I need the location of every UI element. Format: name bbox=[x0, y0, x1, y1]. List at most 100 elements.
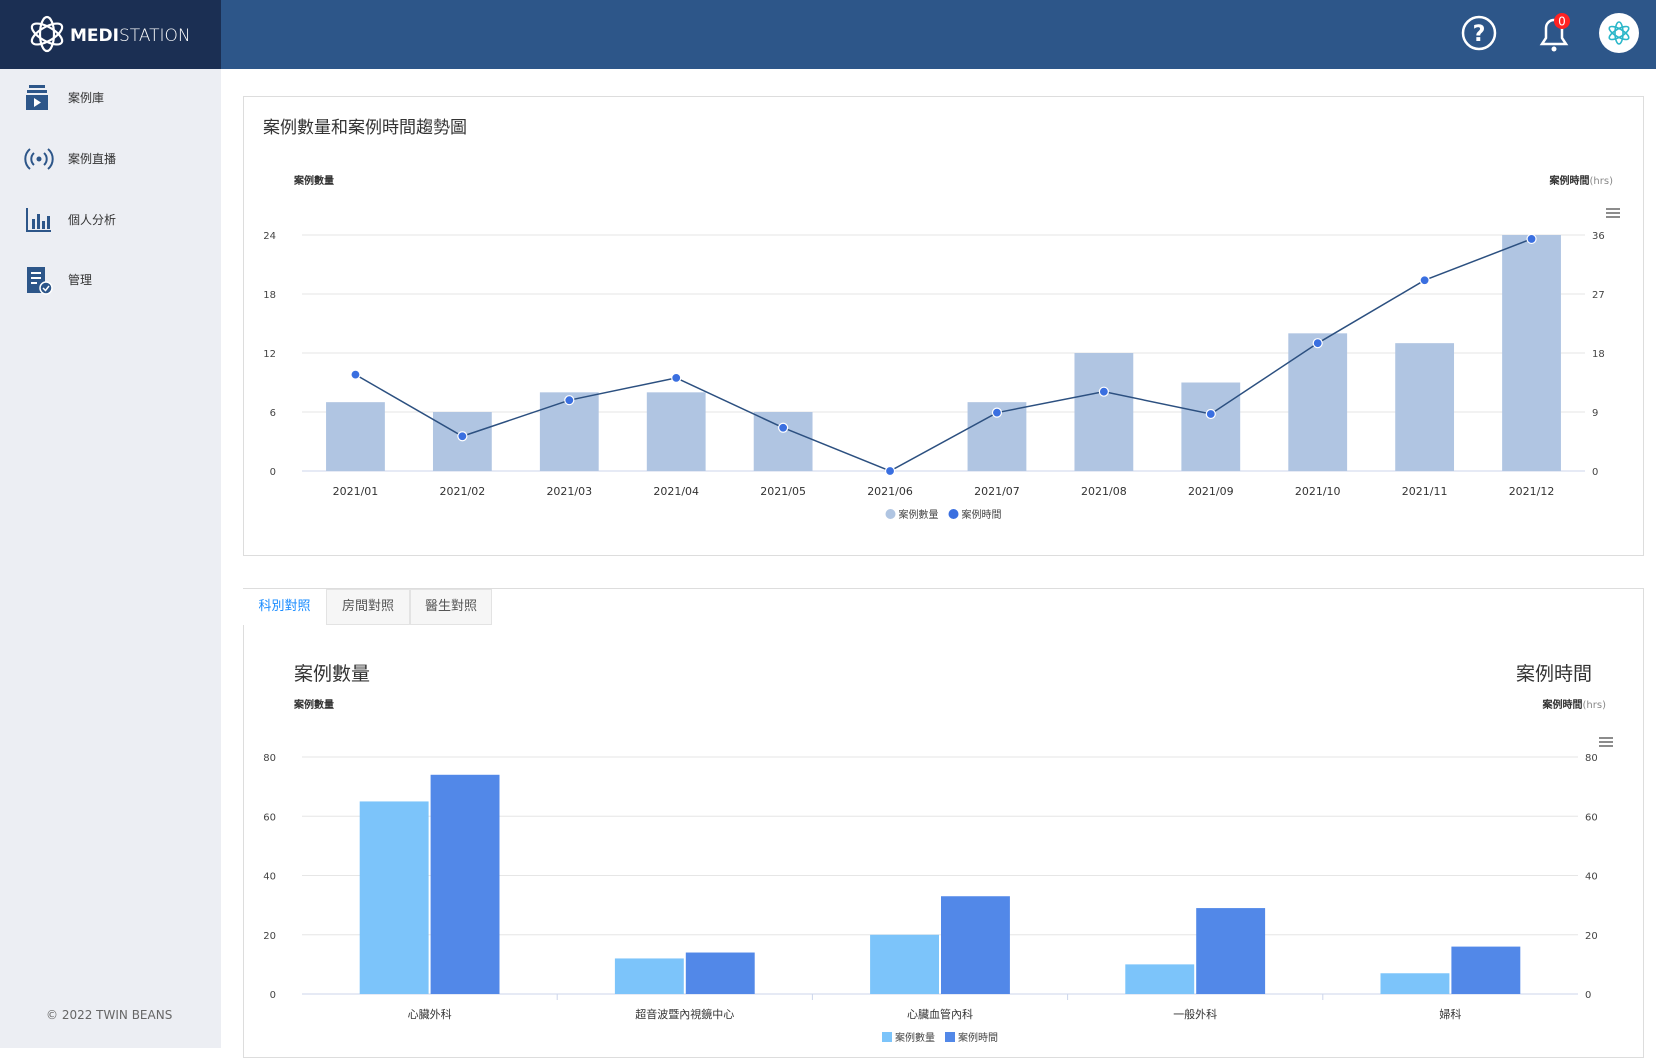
y2-axis-title: 案例時間(hrs) bbox=[1542, 698, 1607, 711]
logo-icon bbox=[30, 15, 64, 53]
bar bbox=[941, 896, 1010, 994]
legend-marker bbox=[882, 1032, 892, 1042]
y2-tick-label: 9 bbox=[1592, 408, 1598, 419]
line-marker bbox=[1419, 275, 1430, 286]
legend-item[interactable]: 案例數量 bbox=[882, 1031, 935, 1044]
chart-title: 案例數量 bbox=[294, 663, 370, 685]
y-tick-label: 80 bbox=[263, 753, 276, 764]
x-tick-label: 2021/03 bbox=[546, 485, 592, 498]
y-tick-label: 6 bbox=[270, 408, 276, 419]
legend-item[interactable]: 案例時間 bbox=[945, 1031, 998, 1044]
bar bbox=[432, 412, 492, 471]
y2-tick-label: 80 bbox=[1585, 753, 1598, 764]
bar bbox=[614, 958, 684, 994]
y2-axis-title-text: 案例時間 bbox=[1542, 698, 1583, 711]
y2-tick-label: 18 bbox=[1592, 349, 1605, 360]
compare-card: 科別對照 房間對照 醫生對照 案例數量 案例時間 案例數量 案例時間(hrs) 0 2… bbox=[243, 588, 1644, 1058]
x-tick-label: 婦科 bbox=[1439, 1007, 1461, 1021]
svg-text:?: ? bbox=[1473, 22, 1486, 47]
badge bbox=[1554, 13, 1570, 29]
x-tick-label: 2021/07 bbox=[974, 485, 1020, 498]
sidebar: MEDISTATION 案例庫 案例直播 個人分析 管理 © 2022 TWIN… bbox=[0, 0, 221, 1048]
legend-label: 案例數量 bbox=[895, 1031, 935, 1044]
y-tick-label: 18 bbox=[263, 290, 276, 301]
line-marker bbox=[1098, 386, 1109, 397]
y-tick-label: 60 bbox=[263, 812, 276, 823]
bar bbox=[1125, 964, 1195, 994]
x-tick-label: 一般外科 bbox=[1173, 1007, 1217, 1021]
nav-icon bbox=[24, 148, 54, 170]
line-marker bbox=[350, 369, 361, 380]
avatar[interactable] bbox=[1599, 13, 1639, 53]
bar bbox=[1502, 235, 1561, 471]
y2-tick-label: 40 bbox=[1585, 872, 1598, 883]
legend-item[interactable]: 案例數量 bbox=[885, 508, 939, 521]
y-tick-label: 20 bbox=[263, 931, 276, 942]
bar bbox=[1074, 353, 1134, 471]
legend-label: 案例時間 bbox=[962, 508, 1002, 521]
bar bbox=[359, 801, 429, 994]
legend-item[interactable]: 案例時間 bbox=[948, 508, 1002, 521]
legend-label: 案例時間 bbox=[958, 1031, 998, 1044]
bar bbox=[753, 412, 813, 471]
chart-title-right: 案例時間 bbox=[1516, 663, 1592, 685]
help-button[interactable]: ? bbox=[1461, 15, 1497, 51]
x-tick-label: 心臟血管內科 bbox=[907, 1007, 973, 1021]
y-axis-title: 案例數量 bbox=[293, 698, 334, 711]
y-tick-label: 24 bbox=[263, 231, 276, 242]
header: ? 0 bbox=[221, 0, 1656, 69]
tab[interactable]: 房間對照 bbox=[326, 589, 410, 625]
y2-tick-label: 0 bbox=[1585, 990, 1591, 1001]
y-tick-label: 12 bbox=[263, 349, 276, 360]
bar bbox=[539, 392, 599, 471]
logo: MEDISTATION bbox=[30, 15, 191, 53]
nav-icon bbox=[26, 85, 48, 110]
chart-title: 案例數量和案例時間趨勢圖 bbox=[263, 118, 467, 138]
header-icons: ? 0 bbox=[1461, 13, 1639, 53]
chart-menu[interactable] bbox=[1606, 208, 1620, 218]
nav-item[interactable]: 管理 bbox=[0, 257, 221, 301]
line-marker bbox=[1205, 408, 1216, 420]
nav-item[interactable]: 個人分析 bbox=[0, 197, 221, 241]
y2-tick-label: 20 bbox=[1585, 931, 1598, 942]
x-tick-label: 2021/11 bbox=[1402, 485, 1448, 498]
x-tick-label: 2021/02 bbox=[440, 485, 486, 498]
x-tick-label: 2021/10 bbox=[1295, 485, 1341, 498]
nav-label: 案例直播 bbox=[68, 152, 117, 166]
x-tick-label: 2021/01 bbox=[333, 485, 379, 498]
y2-tick-label: 60 bbox=[1585, 812, 1598, 823]
notification-button[interactable]: 0 bbox=[1539, 13, 1570, 52]
line-marker bbox=[564, 395, 575, 406]
x-tick-label: 超音波暨內視鏡中心 bbox=[635, 1007, 734, 1021]
line-marker bbox=[884, 465, 896, 477]
x-tick-label: 2021/08 bbox=[1081, 485, 1127, 498]
x-tick-label: 2021/04 bbox=[653, 485, 699, 498]
logo-area[interactable]: MEDISTATION bbox=[0, 0, 221, 69]
nav-icon bbox=[26, 208, 51, 232]
y2-axis-title: 案例時間(hrs) bbox=[1549, 174, 1614, 187]
bar bbox=[1288, 333, 1348, 471]
tab[interactable]: 醫生對照 bbox=[410, 589, 492, 625]
line-marker bbox=[1526, 233, 1537, 245]
nav-label: 案例庫 bbox=[68, 91, 105, 105]
nav-item[interactable]: 案例庫 bbox=[0, 75, 221, 119]
line-marker bbox=[778, 422, 789, 433]
bar bbox=[1395, 343, 1455, 471]
bar bbox=[1451, 946, 1521, 994]
bar bbox=[685, 952, 755, 994]
legend: 案例數量 案例時間 bbox=[882, 1031, 998, 1044]
logo-text: MEDISTATION bbox=[70, 26, 191, 46]
legend: 案例數量 案例時間 bbox=[885, 508, 1002, 521]
x-tick-label: 2021/06 bbox=[867, 485, 913, 498]
logo-bold: MEDI bbox=[70, 26, 119, 46]
tab[interactable]: 科別對照 bbox=[243, 589, 326, 625]
legend-marker bbox=[885, 509, 896, 519]
nav-item[interactable]: 案例直播 bbox=[0, 136, 221, 180]
x-tick-label: 2021/05 bbox=[760, 485, 806, 498]
y2-tick-label: 0 bbox=[1592, 467, 1598, 478]
y2-axis-title-unit: (hrs) bbox=[1590, 176, 1614, 187]
badge-count: 0 bbox=[1558, 15, 1566, 29]
chart-menu[interactable] bbox=[1599, 737, 1613, 747]
footer: © 2022 TWIN BEANS bbox=[46, 1008, 173, 1022]
